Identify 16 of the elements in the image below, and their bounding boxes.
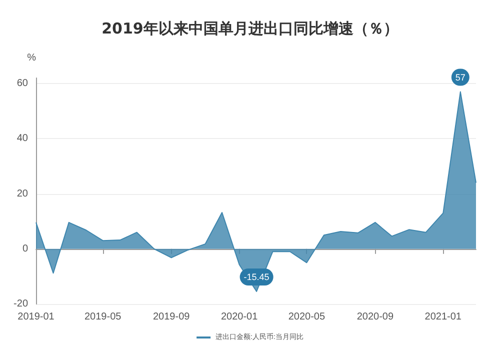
chart-title: 2019年以来中国单月进出口同比增速（％）: [102, 20, 398, 38]
x-tick-label: 2019-01: [18, 312, 55, 322]
y-axis-title: %: [27, 52, 36, 64]
data-label: 57: [455, 72, 466, 82]
x-tick-label: 2019-09: [152, 312, 190, 322]
y-tick-label: 20: [16, 188, 28, 200]
x-tick-label: 2020-09: [356, 312, 394, 322]
data-label: -15.45: [244, 272, 270, 282]
x-tick-label: 2020-05: [288, 312, 326, 322]
y-tick-label: 40: [16, 133, 28, 144]
y-tick-label: 0: [22, 243, 28, 254]
x-tick-label: 2019-05: [84, 312, 122, 322]
x-tick-label: 2021-01: [424, 312, 462, 322]
y-tick-label: 60: [16, 78, 28, 90]
y-tick-label: -20: [14, 298, 28, 310]
x-tick-label: 2020-01: [220, 312, 258, 322]
